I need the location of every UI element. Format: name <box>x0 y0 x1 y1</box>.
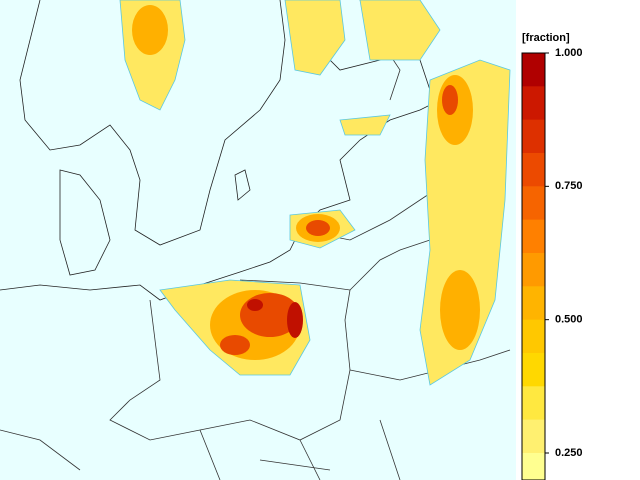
field <box>359 0 441 61</box>
field <box>339 114 391 136</box>
colorbar-band <box>522 286 545 321</box>
field <box>440 270 480 350</box>
coastline <box>59 169 111 276</box>
colorbar-title: [fraction] <box>522 32 570 44</box>
border <box>0 419 401 480</box>
map <box>0 0 516 480</box>
colorbar-band <box>522 186 545 221</box>
colorbar-band <box>522 53 545 87</box>
colorbar-band <box>522 119 545 154</box>
tick-label: 0.750 <box>555 180 583 192</box>
border <box>109 289 351 441</box>
field <box>287 302 303 338</box>
colorbar: [fraction] 1.000 0.750 0.500 0.250 <box>521 32 583 480</box>
coastline <box>234 169 251 201</box>
colorbar-band <box>522 352 545 387</box>
colorbar-frame <box>521 52 546 480</box>
colorbar-band <box>522 152 545 187</box>
colorbar-band <box>522 452 545 480</box>
colorbar-band <box>522 86 545 121</box>
field <box>284 0 346 76</box>
tick-label: 1.000 <box>555 47 583 59</box>
field <box>247 299 263 311</box>
colorbar-band <box>522 219 545 254</box>
field <box>306 220 330 236</box>
colorbar-band <box>522 386 545 421</box>
colorbar-band <box>522 419 545 454</box>
colorbar-band <box>522 252 545 287</box>
field <box>220 335 250 355</box>
field <box>442 85 458 115</box>
tick-label: 0.250 <box>555 447 583 459</box>
tick-label: 0.500 <box>555 314 583 326</box>
colorbar-band <box>522 319 545 354</box>
coastline <box>19 0 286 246</box>
field <box>132 5 168 55</box>
